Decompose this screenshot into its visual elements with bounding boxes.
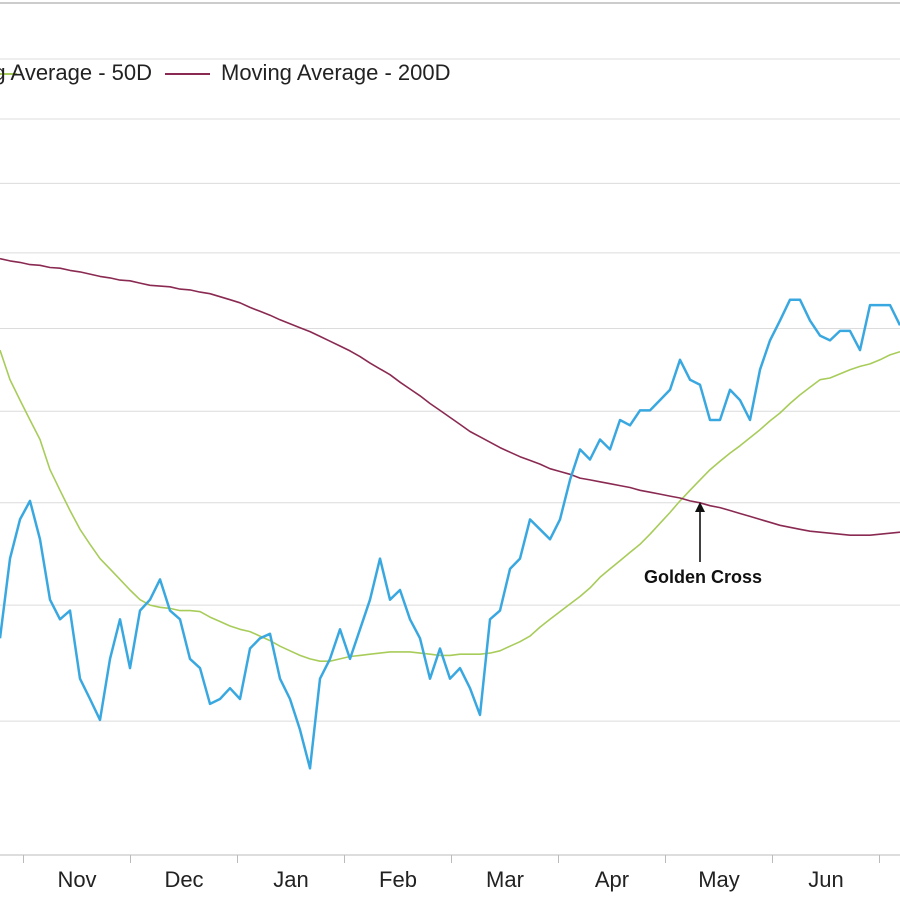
series-line bbox=[0, 298, 900, 770]
legend-label: Moving Average - 50D bbox=[0, 60, 152, 85]
series-line bbox=[0, 257, 900, 536]
legend-label: Moving Average - 200D bbox=[221, 60, 451, 85]
series-line bbox=[0, 349, 900, 662]
x-tick-label: Nov bbox=[57, 867, 96, 892]
x-tick-label: Apr bbox=[595, 867, 629, 892]
annotation-arrowhead bbox=[695, 502, 705, 512]
x-tick-label: Dec bbox=[164, 867, 203, 892]
x-tick-label: Feb bbox=[379, 867, 417, 892]
x-tick-label: May bbox=[698, 867, 740, 892]
x-tick-label: Mar bbox=[486, 867, 524, 892]
x-tick-label: Jan bbox=[273, 867, 308, 892]
x-tick-label: Jun bbox=[808, 867, 843, 892]
annotation: Golden Cross bbox=[644, 567, 762, 587]
